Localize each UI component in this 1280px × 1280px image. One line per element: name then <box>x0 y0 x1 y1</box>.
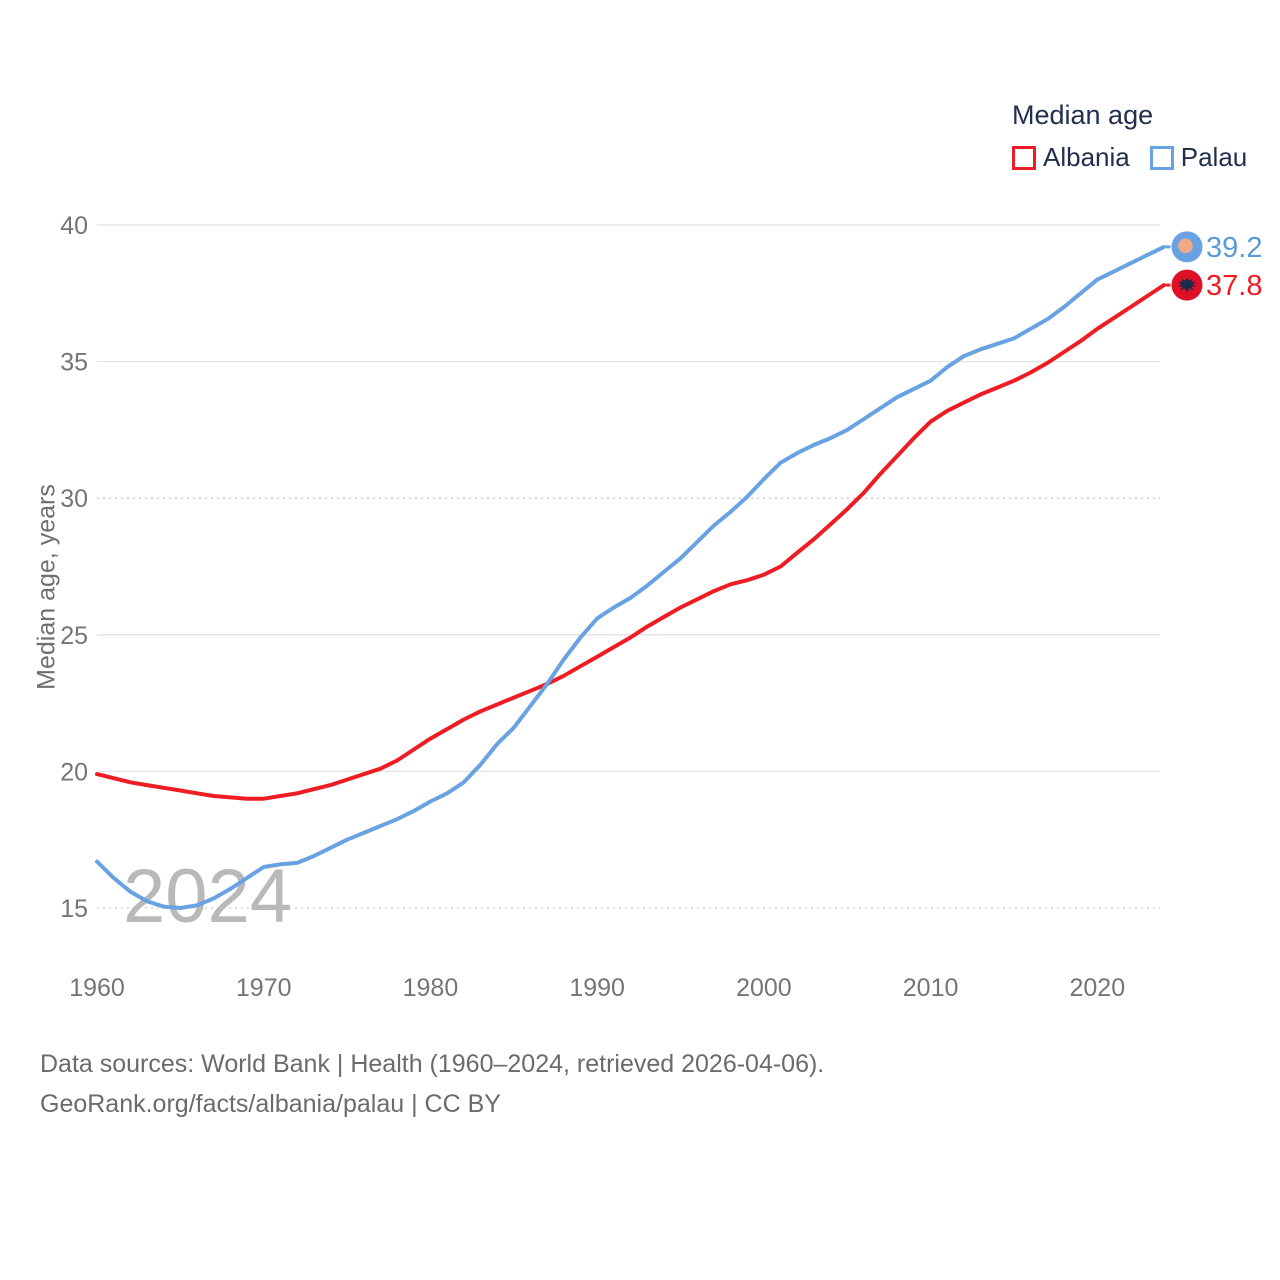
footer: Data sources: World Bank | Health (1960–… <box>40 1044 824 1124</box>
legend-title: Median age <box>1012 100 1154 130</box>
end-value-label-palau: 39.2 <box>1206 232 1262 264</box>
footer-data-sources: Data sources: World Bank | Health (1960–… <box>40 1050 825 1078</box>
x-tick-label-1990: 1990 <box>569 974 625 1002</box>
x-tick-label-2020: 2020 <box>1070 974 1126 1002</box>
y-tick-label-20: 20 <box>60 758 88 786</box>
x-tick-label-1970: 1970 <box>236 974 292 1002</box>
legend-item-palau[interactable]: Palau <box>1149 142 1248 173</box>
end-value-label-albania: 37.8 <box>1206 270 1262 302</box>
y-tick-label-30: 30 <box>60 485 88 513</box>
legend-label-albania: Albania <box>1043 142 1130 172</box>
legend-item-albania[interactable]: Albania <box>1012 142 1130 173</box>
y-axis-title: Median age, years <box>32 484 61 690</box>
palau-flag-disc-icon <box>1178 238 1193 254</box>
palau-swatch-icon <box>1149 145 1174 170</box>
series-line-palau[interactable] <box>95 244 1166 910</box>
x-tick-label-2010: 2010 <box>903 974 959 1002</box>
footer-attribution: GeoRank.org/facts/albania/palau | CC BY <box>40 1090 501 1118</box>
albania-eagle-icon <box>1178 278 1196 293</box>
chart-legend: Median age Albania Palau <box>1012 100 1252 173</box>
x-tick-label-1960: 1960 <box>69 974 125 1002</box>
series-line-albania[interactable] <box>95 283 1166 801</box>
x-tick-label-2000: 2000 <box>736 974 792 1002</box>
y-tick-label-15: 15 <box>60 895 88 923</box>
x-tick-label-1980: 1980 <box>403 974 459 1002</box>
legend-label-palau: Palau <box>1180 142 1248 172</box>
legend-row: Albania Palau <box>1012 142 1252 173</box>
albania-swatch-icon <box>1012 145 1036 170</box>
y-tick-label-35: 35 <box>60 349 88 377</box>
y-tick-label-40: 40 <box>60 212 88 240</box>
y-tick-label-25: 25 <box>60 622 88 650</box>
